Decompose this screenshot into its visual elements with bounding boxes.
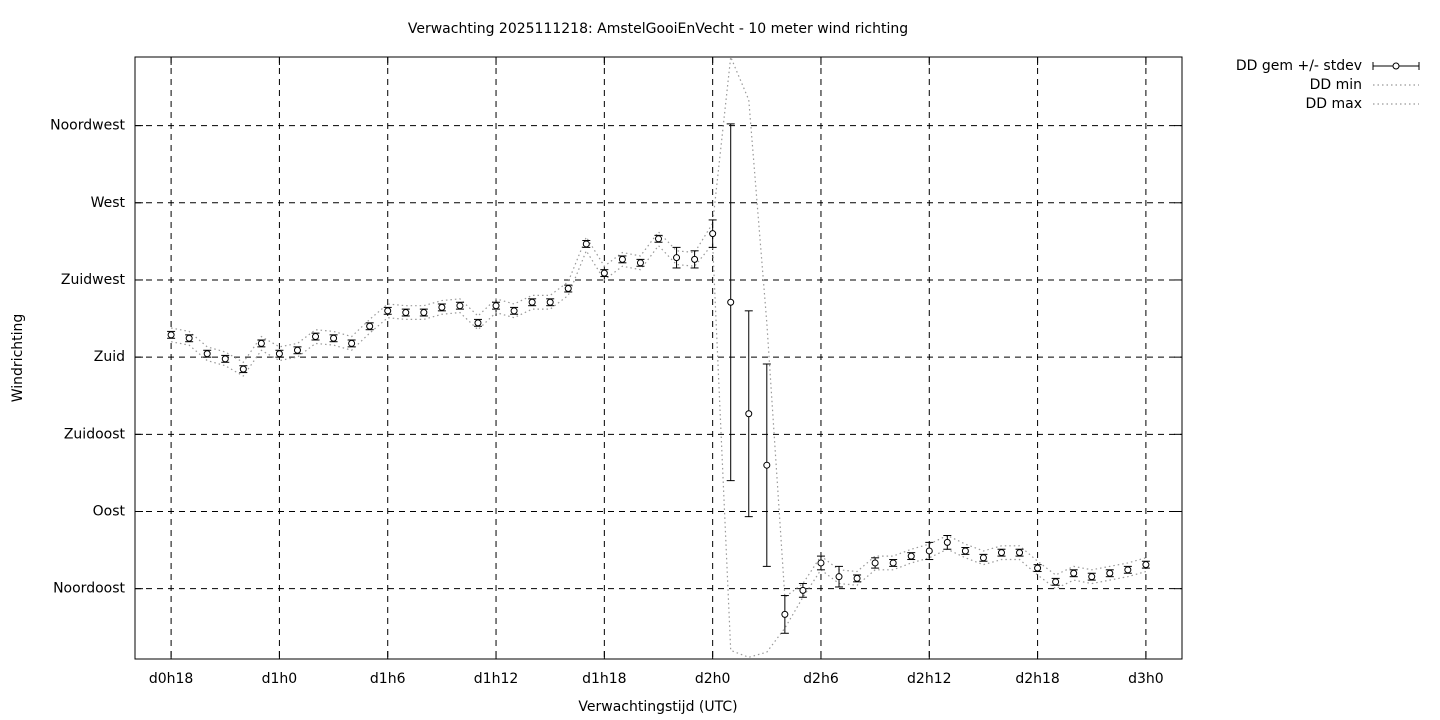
data-point [564, 285, 572, 293]
data-point [1070, 569, 1078, 577]
y-tick-label: West [91, 195, 126, 211]
data-point [618, 255, 626, 263]
legend-label: DD max [1305, 96, 1362, 112]
x-tick-label: d2h12 [907, 671, 951, 687]
y-tick-label: Oost [93, 504, 126, 520]
data-point [1052, 578, 1060, 586]
y-tick-label: Zuidwest [61, 272, 126, 288]
chart-title: Verwachting 2025111218: AmstelGooiEnVech… [408, 21, 908, 37]
x-tick-label: d2h18 [1015, 671, 1059, 687]
y-tick-label: Noordwest [50, 118, 125, 134]
data-point [997, 549, 1005, 557]
legend-label: DD min [1310, 77, 1362, 93]
legend-label: DD gem +/- stdev [1236, 58, 1362, 74]
data-point [636, 259, 644, 267]
data-point [907, 552, 915, 560]
data-point [709, 230, 717, 238]
series-line [170, 54, 1147, 599]
data-point [600, 269, 608, 277]
data-point [330, 334, 338, 342]
data-point [673, 254, 681, 262]
data-point [582, 240, 590, 248]
data-point [817, 559, 825, 567]
x-tick-label: d2h6 [803, 671, 839, 687]
data-point [979, 554, 987, 562]
data-point [510, 307, 518, 315]
data-point [943, 538, 951, 546]
data-point [420, 309, 428, 317]
data-point [691, 255, 699, 263]
data-point [1106, 569, 1114, 577]
data-point [366, 322, 374, 330]
data-point [1124, 566, 1132, 574]
x-tick-label: d3h0 [1128, 671, 1164, 687]
data-point [655, 235, 662, 243]
data-point [745, 410, 753, 418]
data-point [889, 559, 897, 567]
data-point [727, 298, 735, 306]
data-point [221, 355, 229, 363]
data-point [835, 573, 843, 581]
data-point [167, 331, 175, 339]
x-tick-label: d1h18 [582, 671, 626, 687]
data-point [1016, 549, 1024, 557]
data-point [402, 309, 410, 317]
x-tick-label: d1h6 [370, 671, 406, 687]
y-tick-label: Zuidoost [64, 426, 126, 442]
x-tick-label: d0h18 [149, 671, 193, 687]
data-point [546, 298, 554, 306]
data-point [853, 574, 861, 582]
legend-swatch [1392, 62, 1400, 70]
data-point [474, 319, 482, 327]
data-point [348, 339, 356, 347]
data-point [492, 302, 500, 310]
y-tick-label: Zuid [94, 349, 125, 365]
data-point [781, 610, 789, 618]
data-point [1142, 561, 1150, 569]
data-point [456, 302, 464, 310]
y-axis-label: Windrichting [10, 314, 26, 403]
data-point [257, 339, 265, 347]
series-line [170, 242, 1147, 658]
data-point [275, 350, 283, 358]
data-point [185, 334, 193, 342]
data-point [203, 350, 211, 358]
plot-frame [134, 56, 1183, 660]
x-axis-label: Verwachtingstijd (UTC) [578, 699, 737, 715]
x-tick-label: d2h0 [695, 671, 731, 687]
data-point [528, 298, 536, 306]
data-point [925, 547, 933, 555]
data-point [1034, 564, 1042, 572]
data-point [1088, 573, 1096, 581]
data-point [799, 586, 807, 594]
data-point [384, 307, 392, 315]
data-point [961, 547, 969, 555]
x-tick-label: d1h12 [474, 671, 518, 687]
x-tick-label: d1h0 [262, 671, 298, 687]
data-point [293, 346, 301, 354]
data-point [239, 365, 247, 373]
y-tick-label: Noordoost [53, 581, 125, 597]
data-point [871, 559, 879, 567]
data-point [312, 333, 320, 341]
data-point [438, 303, 446, 311]
data-point [763, 461, 771, 469]
